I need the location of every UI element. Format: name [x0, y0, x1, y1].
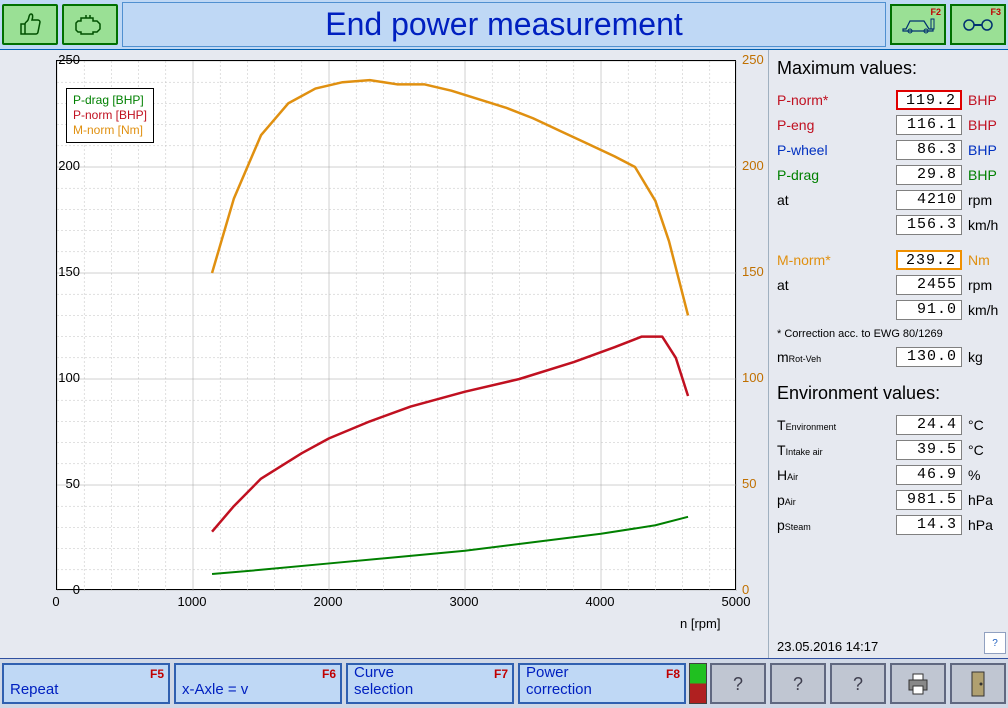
correction-note: * Correction acc. to EWG 80/1269: [777, 328, 1002, 340]
xaxle-button[interactable]: F6 x-Axle = v: [174, 663, 342, 704]
question-icon: ?: [788, 674, 808, 694]
top-toolbar: End power measurement F2 F3: [0, 0, 1008, 50]
value-row: at4210rpm: [777, 189, 1002, 211]
datetime-label: 23.05.2016 14:17: [777, 639, 1002, 654]
bottom-toolbar: F5 Repeat F6 x-Axle = v F7 Curve selecti…: [0, 658, 1008, 708]
value-row: pAir981.5hPa: [777, 489, 1002, 511]
repeat-button[interactable]: F5 Repeat: [2, 663, 170, 704]
help-badge[interactable]: ?: [984, 632, 1006, 654]
env-values-heading: Environment values:: [777, 383, 1002, 404]
mrot-value: 130.0: [896, 347, 962, 367]
ok-button[interactable]: [2, 4, 58, 45]
value-row: 156.3km/h: [777, 214, 1002, 236]
status-bar-icon: [689, 663, 707, 704]
value-row: 91.0km/h: [777, 299, 1002, 321]
value-row: P-drag29.8BHP: [777, 164, 1002, 186]
fkey-label: F3: [990, 7, 1001, 17]
engine-button[interactable]: [62, 4, 118, 45]
chart-legend: P-drag [BHP]P-norm [BHP]M-norm [Nm]: [66, 88, 154, 143]
car-icon: [901, 15, 935, 35]
printer-icon: [905, 672, 931, 696]
tool-button-1[interactable]: ?: [710, 663, 766, 704]
value-row: TIntake air39.5°C: [777, 439, 1002, 461]
svg-text:?: ?: [733, 674, 743, 694]
engine-icon: [74, 13, 106, 37]
value-row: TEnvironment24.4°C: [777, 414, 1002, 436]
door-icon: [970, 670, 986, 698]
value-row: pSteam14.3hPa: [777, 514, 1002, 536]
page-title: End power measurement: [122, 2, 886, 47]
axle-button[interactable]: F3: [950, 4, 1006, 45]
value-row: P-norm*119.2BHP: [777, 89, 1002, 111]
exit-button[interactable]: [950, 663, 1006, 704]
value-row: at2455rpm: [777, 274, 1002, 296]
thumbs-up-icon: [15, 10, 45, 40]
svg-text:?: ?: [853, 674, 863, 694]
value-row: P-eng116.1BHP: [777, 114, 1002, 136]
chart-svg: [57, 61, 737, 591]
mrot-row: mRot-Veh 130.0 kg: [777, 346, 1002, 368]
question-icon: ?: [848, 674, 868, 694]
question-icon: ?: [728, 674, 748, 694]
axle-icon: [961, 17, 995, 33]
curve-selection-button[interactable]: F7 Curve selection: [346, 663, 514, 704]
value-row: P-wheel86.3BHP: [777, 139, 1002, 161]
x-axis-label: n [rpm]: [680, 616, 720, 631]
vehicle-button[interactable]: F2: [890, 4, 946, 45]
values-panel: Maximum values: P-norm*119.2BHP P-eng116.…: [768, 50, 1008, 658]
tool-button-3[interactable]: ?: [830, 663, 886, 704]
svg-text:?: ?: [793, 674, 803, 694]
tool-button-2[interactable]: ?: [770, 663, 826, 704]
max-values-heading: Maximum values:: [777, 58, 1002, 79]
chart-plot: [56, 60, 736, 590]
print-button[interactable]: [890, 663, 946, 704]
value-row: HAir46.9%: [777, 464, 1002, 486]
fkey-label: F2: [930, 7, 941, 17]
power-correction-button[interactable]: F8 Power correction: [518, 663, 686, 704]
value-row: M-norm*239.2Nm: [777, 249, 1002, 271]
chart-panel: P-drag [BHP]P-norm [BHP]M-norm [Nm] 0050…: [0, 50, 768, 658]
